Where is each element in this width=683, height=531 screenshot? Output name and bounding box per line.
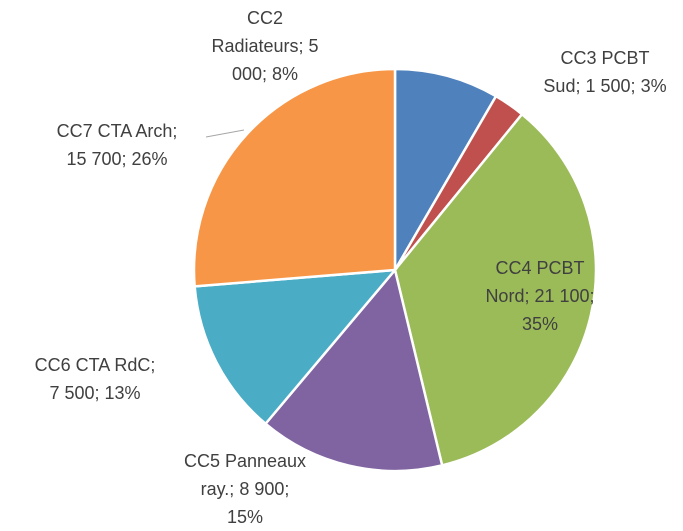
label-separator: ; — [262, 64, 268, 84]
label-value: 5 000 — [231, 36, 319, 84]
label-percent: 35% — [521, 314, 559, 334]
label-category: CC5 Panneaux ray. — [183, 451, 307, 499]
label-separator: ; — [575, 76, 581, 96]
label-percent: 3% — [640, 76, 667, 96]
label-separator: ; — [284, 479, 290, 499]
leader-line — [205, 129, 245, 138]
label-separator: ; — [172, 121, 178, 141]
label-value: 15 700 — [66, 149, 122, 169]
label-separator: ; — [229, 479, 235, 499]
label-separator: ; — [298, 36, 304, 56]
data-label: CC4 PCBT Nord; 21 100; 35% — [479, 254, 601, 338]
pie-slice — [263, 267, 444, 473]
pie-slice — [193, 268, 398, 426]
label-separator: ; — [589, 286, 595, 306]
data-label: CC2 Radiateurs; 5 000; 8% — [206, 4, 324, 88]
label-value: 8 900 — [239, 479, 285, 499]
label-separator: ; — [630, 76, 636, 96]
label-separator: ; — [524, 286, 530, 306]
label-separator: ; — [121, 149, 127, 169]
pie-slice — [192, 67, 397, 288]
label-value: 1 500 — [585, 76, 631, 96]
pie-slice — [393, 67, 498, 275]
label-separator: ; — [150, 355, 156, 375]
label-category: CC6 CTA RdC — [34, 355, 151, 375]
label-percent: 15% — [226, 507, 264, 527]
label-percent: 8% — [272, 64, 299, 84]
label-value: 7 500 — [49, 383, 95, 403]
data-label: CC5 Panneaux ray.; 8 900; 15% — [181, 447, 309, 531]
data-label: CC3 PCBT Sud; 1 500; 3% — [541, 44, 669, 100]
data-label: CC7 CTA Arch; 15 700; 26% — [51, 117, 183, 173]
pie-slice — [393, 112, 598, 467]
label-category: CC4 PCBT Nord — [485, 258, 585, 306]
label-category: CC2 Radiateurs — [211, 8, 299, 56]
label-percent: 13% — [104, 383, 141, 403]
label-category: CC7 CTA Arch — [56, 121, 173, 141]
data-label: CC6 CTA RdC; 7 500; 13% — [30, 351, 160, 407]
label-value: 21 100 — [534, 286, 590, 306]
label-percent: 26% — [131, 149, 168, 169]
label-category: CC3 PCBT Sud — [543, 48, 650, 96]
label-separator: ; — [94, 383, 100, 403]
